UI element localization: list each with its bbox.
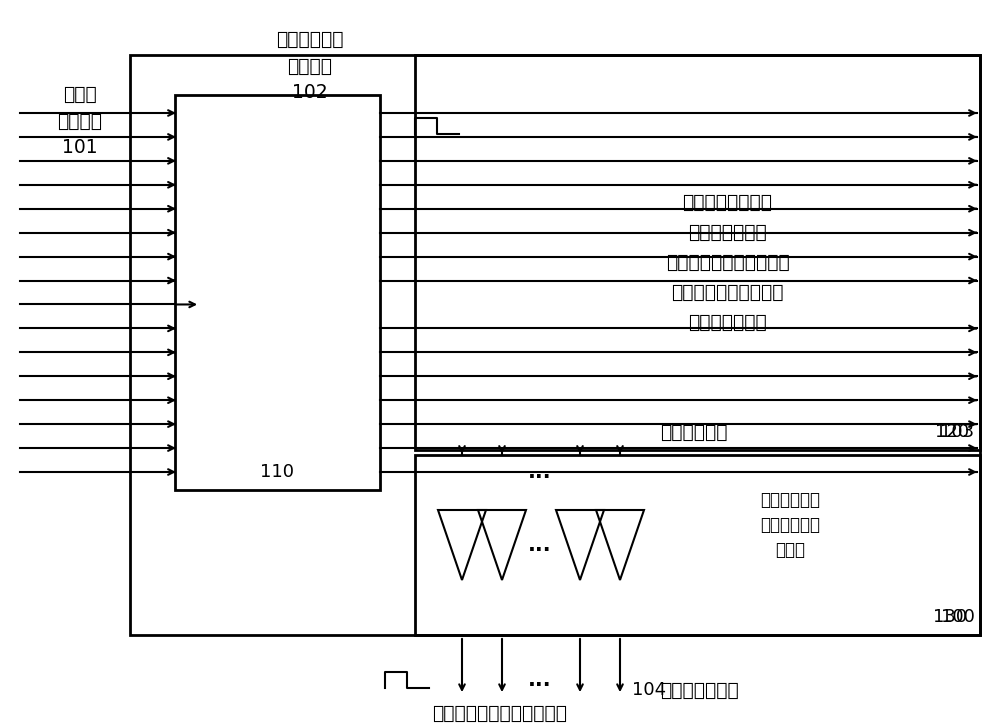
Text: 直接使用高低电平: 直接使用高低电平 — [682, 193, 772, 212]
Text: 120: 120 — [935, 423, 969, 441]
Bar — [130, 55, 980, 635]
Text: 非精确模拟信号处理系统: 非精确模拟信号处理系统 — [666, 253, 789, 272]
Bar — [415, 455, 980, 635]
Text: （也是多路高低电平信号）: （也是多路高低电平信号） — [432, 703, 568, 722]
Text: ...: ... — [528, 462, 552, 482]
Text: ...: ... — [528, 670, 552, 690]
Text: 多比特
数字信号
101: 多比特 数字信号 101 — [58, 85, 103, 157]
Text: 103: 103 — [940, 423, 974, 441]
Text: 多路模拟信号: 多路模拟信号 — [660, 422, 728, 442]
Bar — [175, 95, 380, 490]
Text: 多比特数字信号: 多比特数字信号 — [660, 680, 739, 699]
Text: 100: 100 — [941, 608, 975, 626]
Bar — [415, 55, 980, 450]
Text: 110: 110 — [260, 463, 294, 481]
Text: 多路高低电平
模拟信号
102: 多路高低电平 模拟信号 102 — [276, 30, 344, 102]
Text: 模拟放大或其
他单路模拟信
号处理: 模拟放大或其 他单路模拟信 号处理 — [760, 491, 820, 559]
Text: （如基于忆阻器阵列的: （如基于忆阻器阵列的 — [671, 283, 784, 302]
Text: 104: 104 — [632, 681, 666, 699]
Text: 130: 130 — [933, 608, 967, 626]
Text: 作为输入信号的: 作为输入信号的 — [688, 223, 767, 242]
Text: 人工神经网络）: 人工神经网络） — [688, 313, 767, 332]
Text: ...: ... — [528, 535, 552, 555]
